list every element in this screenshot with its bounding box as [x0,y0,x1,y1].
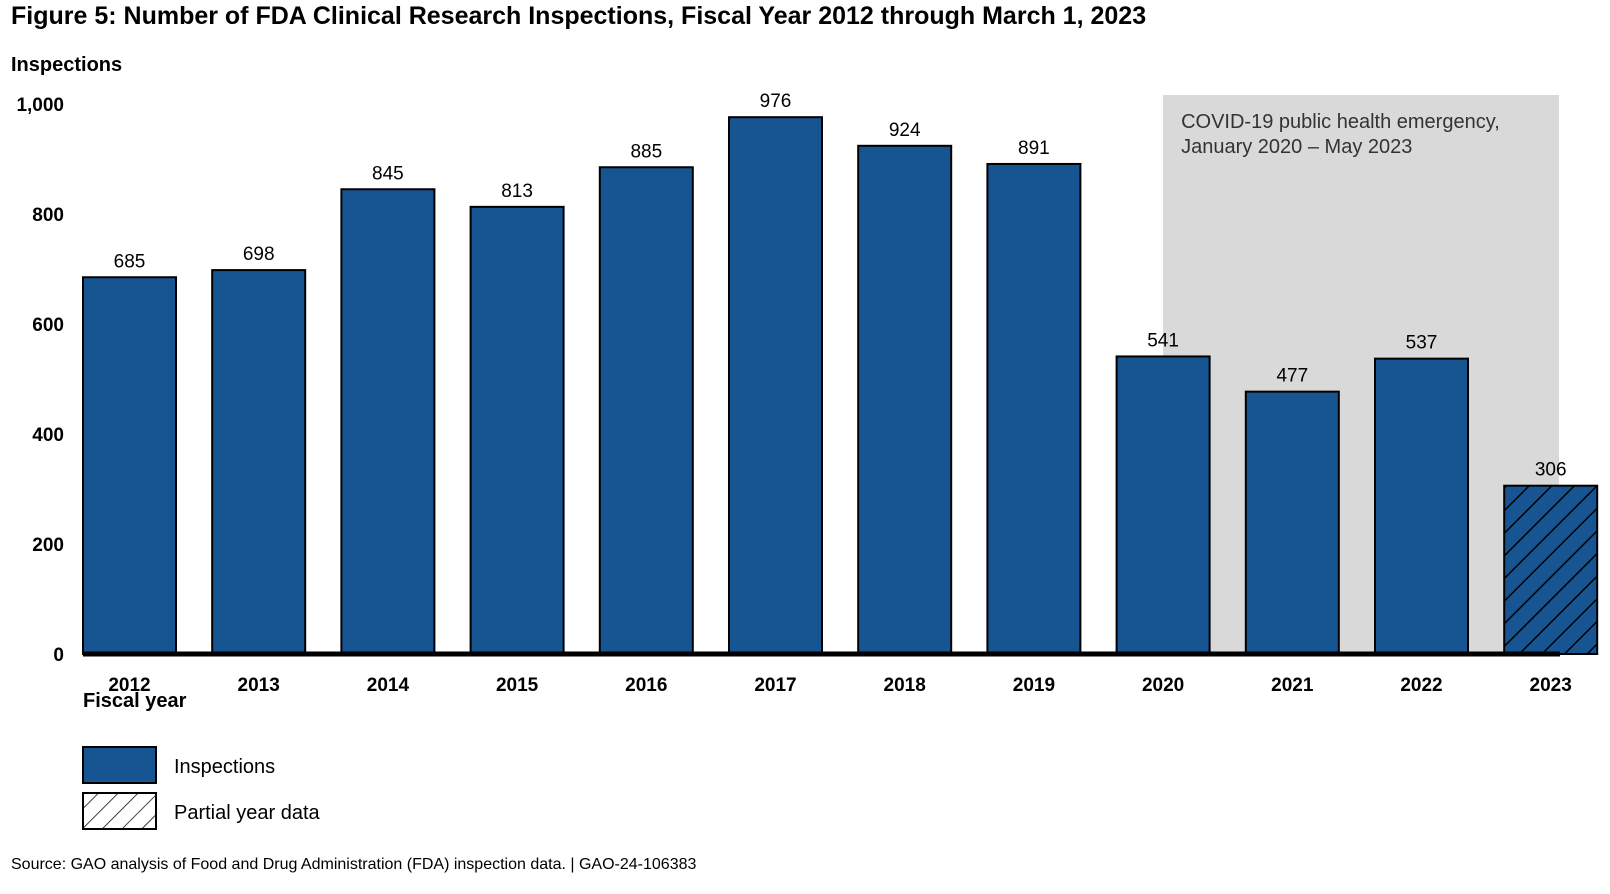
annotation-line: COVID-19 public health emergency, [1181,111,1500,133]
legend-label-inspections: Inspections [174,756,275,778]
y-tick-label: 1,000 [16,95,64,116]
x-tick-label: 2013 [238,675,280,696]
bar-2018 [857,144,953,656]
bar-2019 [986,162,1082,655]
source-note: Source: GAO analysis of Food and Drug Ad… [11,856,696,873]
bar-2021 [1244,390,1340,655]
data-label-2020: 541 [1147,330,1179,351]
y-tick-label: 600 [32,315,64,336]
legend-swatch-partial-year [82,792,157,830]
data-label-2021: 477 [1276,366,1308,387]
x-tick-label: 2020 [1142,675,1184,696]
data-label-2019: 891 [1018,138,1050,159]
bar-2020 [1115,355,1211,655]
y-tick-label: 200 [32,535,64,556]
legend: Inspections Partial year data [82,746,321,830]
y-tick-label: 0 [53,645,64,666]
bar-2017 [728,116,823,655]
bar-2013 [211,269,307,655]
data-label-2023: 306 [1535,460,1567,481]
data-label-2013: 698 [243,244,275,265]
data-label-2018: 924 [889,120,921,141]
y-tick-label: 800 [32,205,64,226]
x-tick-label: 2019 [1013,675,1055,696]
data-label-2015: 813 [501,181,533,202]
x-tick-label: 2015 [496,675,539,696]
bar-2022 [1374,357,1469,655]
bar-2015 [469,205,565,655]
bar-2012 [82,276,177,655]
legend-swatch-inspections [82,746,157,784]
bar-2016 [598,166,694,655]
x-tick-label: 2021 [1271,675,1314,696]
data-label-2017: 976 [760,91,792,112]
x-tick-label: 2023 [1530,675,1572,696]
data-label-2014: 845 [372,163,404,184]
legend-label-partial-year: Partial year data [174,802,321,824]
y-axis-title: Inspections [11,54,122,76]
x-tick-label: 2018 [884,675,926,696]
bar-2014 [340,188,436,655]
bar-2023 [1503,484,1599,656]
data-label-2012: 685 [114,251,146,272]
data-label-2016: 885 [630,141,662,162]
chart-title: Figure 5: Number of FDA Clinical Researc… [11,2,1146,30]
y-tick-label: 400 [32,425,64,446]
x-tick-label: 2012 [108,675,150,696]
x-axis-title: Fiscal year [83,690,187,712]
x-tick-label: 2022 [1400,675,1442,696]
annotation-line: January 2020 – May 2023 [1181,136,1412,158]
x-tick-label: 2017 [754,675,796,696]
x-tick-label: 2016 [625,675,667,696]
x-tick-label: 2014 [367,675,410,696]
data-label-2022: 537 [1406,333,1438,354]
covid-period-shading [1163,95,1559,654]
